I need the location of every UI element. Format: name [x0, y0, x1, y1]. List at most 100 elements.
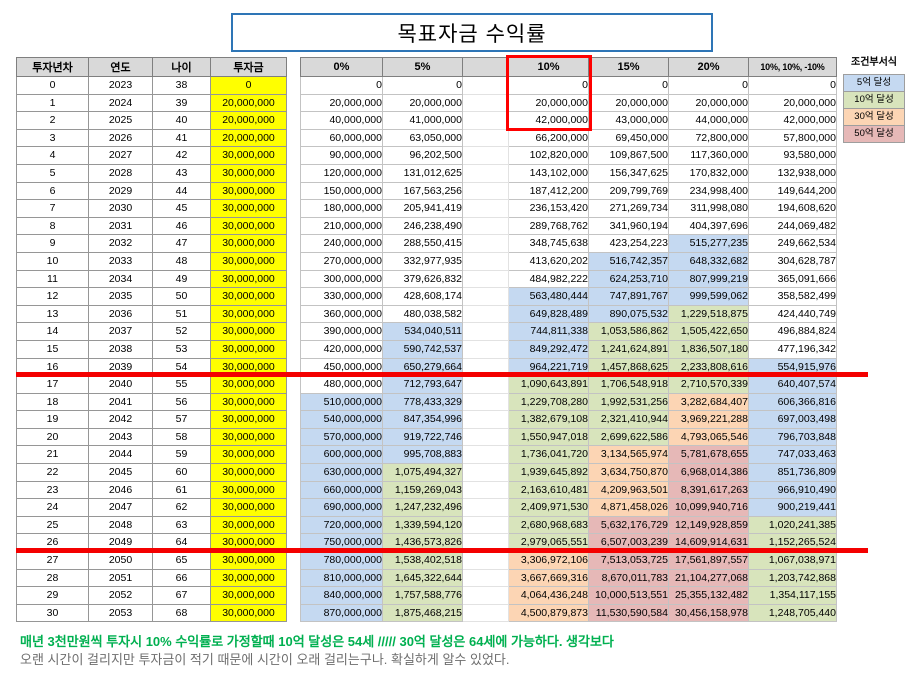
cell[interactable]: 1,075,494,327	[382, 463, 463, 482]
cell[interactable]: 270,000,000	[300, 251, 383, 271]
cell[interactable]: 9	[16, 234, 89, 253]
cell[interactable]: 30,000,000	[210, 375, 287, 394]
cell[interactable]: 62	[152, 498, 211, 517]
cell[interactable]: 484,982,222	[508, 269, 589, 289]
cell[interactable]: 2051	[88, 568, 153, 588]
cell[interactable]: 796,703,848	[748, 427, 837, 447]
cell[interactable]: 249,662,534	[748, 234, 837, 253]
cell[interactable]: 2030	[88, 199, 153, 218]
cell[interactable]: 15	[16, 339, 89, 359]
cell[interactable]: 4	[16, 146, 89, 165]
column-header[interactable]: 투자금	[210, 57, 287, 77]
cell[interactable]: 90,000,000	[300, 146, 383, 165]
cell[interactable]: 7	[16, 199, 89, 218]
cell[interactable]: 3,306,972,106	[508, 551, 589, 570]
cell[interactable]: 132,938,000	[748, 163, 837, 183]
cell[interactable]: 2023	[88, 76, 153, 95]
cell[interactable]: 30,000,000	[210, 586, 287, 605]
cell[interactable]: 2033	[88, 251, 153, 271]
cell[interactable]: 510,000,000	[300, 392, 383, 412]
cell[interactable]: 1,020,241,385	[748, 515, 837, 535]
cell[interactable]: 25,355,132,482	[668, 586, 749, 605]
cell[interactable]: 2048	[88, 515, 153, 535]
cell[interactable]: 2052	[88, 586, 153, 605]
cell[interactable]: 330,000,000	[300, 287, 383, 306]
cell[interactable]: 1,457,868,625	[588, 357, 669, 377]
cell[interactable]: 42,000,000	[748, 111, 837, 130]
cell[interactable]: 1,706,548,918	[588, 375, 669, 394]
cell[interactable]: 1,354,117,155	[748, 586, 837, 605]
cell[interactable]: 8,391,617,263	[668, 480, 749, 500]
cell[interactable]: 1,339,594,120	[382, 515, 463, 535]
cell[interactable]: 0	[16, 76, 89, 95]
cell[interactable]: 1,203,742,868	[748, 568, 837, 588]
cell[interactable]: 143,102,000	[508, 163, 589, 183]
cell[interactable]: 900,219,441	[748, 498, 837, 517]
cell[interactable]: 477,196,342	[748, 339, 837, 359]
cell[interactable]: 1,229,708,280	[508, 392, 589, 412]
cell[interactable]: 30,000,000	[210, 287, 287, 306]
cell[interactable]: 750,000,000	[300, 533, 383, 553]
cell[interactable]: 40	[152, 111, 211, 130]
cell[interactable]: 2047	[88, 498, 153, 517]
cell[interactable]: 30,000,000	[210, 551, 287, 570]
cell[interactable]: 2,233,808,616	[668, 357, 749, 377]
cell[interactable]: 4,793,065,546	[668, 427, 749, 447]
cell[interactable]: 365,091,666	[748, 269, 837, 289]
cell[interactable]: 420,000,000	[300, 339, 383, 359]
cell[interactable]: 780,000,000	[300, 551, 383, 570]
cell[interactable]: 744,811,338	[508, 322, 589, 341]
cell[interactable]: 2049	[88, 533, 153, 553]
cell[interactable]: 21,104,277,068	[668, 568, 749, 588]
cell[interactable]: 234,998,400	[668, 181, 749, 201]
cell[interactable]: 3	[16, 128, 89, 148]
cell[interactable]: 30,000,000	[210, 568, 287, 588]
cell[interactable]: 63,050,000	[382, 128, 463, 148]
cell[interactable]: 515,277,235	[668, 234, 749, 253]
cell[interactable]: 30,000,000	[210, 445, 287, 465]
cell[interactable]: 56	[152, 392, 211, 412]
cell[interactable]: 288,550,415	[382, 234, 463, 253]
cell[interactable]: 52	[152, 322, 211, 341]
cell[interactable]: 1,436,573,826	[382, 533, 463, 553]
cell[interactable]: 995,708,883	[382, 445, 463, 465]
cell[interactable]: 38	[152, 76, 211, 95]
cell[interactable]: 390,000,000	[300, 322, 383, 341]
cell[interactable]: 2043	[88, 427, 153, 447]
cell[interactable]: 120,000,000	[300, 163, 383, 183]
cell[interactable]: 2037	[88, 322, 153, 341]
cell[interactable]: 648,332,682	[668, 251, 749, 271]
cell[interactable]: 2050	[88, 551, 153, 570]
column-header[interactable]: 10%	[508, 57, 589, 77]
cell[interactable]: 30,000,000	[210, 533, 287, 553]
cell[interactable]: 72,800,000	[668, 128, 749, 148]
cell[interactable]: 5,632,176,729	[588, 515, 669, 535]
cell[interactable]: 20,000,000	[668, 93, 749, 113]
cell[interactable]: 20,000,000	[508, 93, 589, 113]
cell[interactable]: 30,000,000	[210, 603, 287, 623]
cell[interactable]: 57,800,000	[748, 128, 837, 148]
cell[interactable]: 747,891,767	[588, 287, 669, 306]
cell[interactable]: 2040	[88, 375, 153, 394]
cell[interactable]: 4,209,963,501	[588, 480, 669, 500]
cell[interactable]: 30,000,000	[210, 322, 287, 341]
cell[interactable]: 2046	[88, 480, 153, 500]
cell[interactable]: 2,680,968,683	[508, 515, 589, 535]
cell[interactable]: 14	[16, 322, 89, 341]
cell[interactable]: 10,000,513,551	[588, 586, 669, 605]
cell[interactable]: 61	[152, 480, 211, 500]
cell[interactable]: 20,000,000	[300, 93, 383, 113]
cell[interactable]: 30,000,000	[210, 251, 287, 271]
cell[interactable]: 2028	[88, 163, 153, 183]
cell[interactable]: 849,292,472	[508, 339, 589, 359]
cell[interactable]: 41	[152, 128, 211, 148]
column-header[interactable]: 5%	[382, 57, 463, 77]
cell[interactable]: 1,067,038,971	[748, 551, 837, 570]
cell[interactable]: 45	[152, 199, 211, 218]
cell[interactable]: 60	[152, 463, 211, 482]
cell[interactable]: 24	[16, 498, 89, 517]
cell[interactable]: 2031	[88, 216, 153, 236]
cell[interactable]: 300,000,000	[300, 269, 383, 289]
cell[interactable]: 697,003,498	[748, 410, 837, 429]
cell[interactable]: 1,875,468,215	[382, 603, 463, 623]
